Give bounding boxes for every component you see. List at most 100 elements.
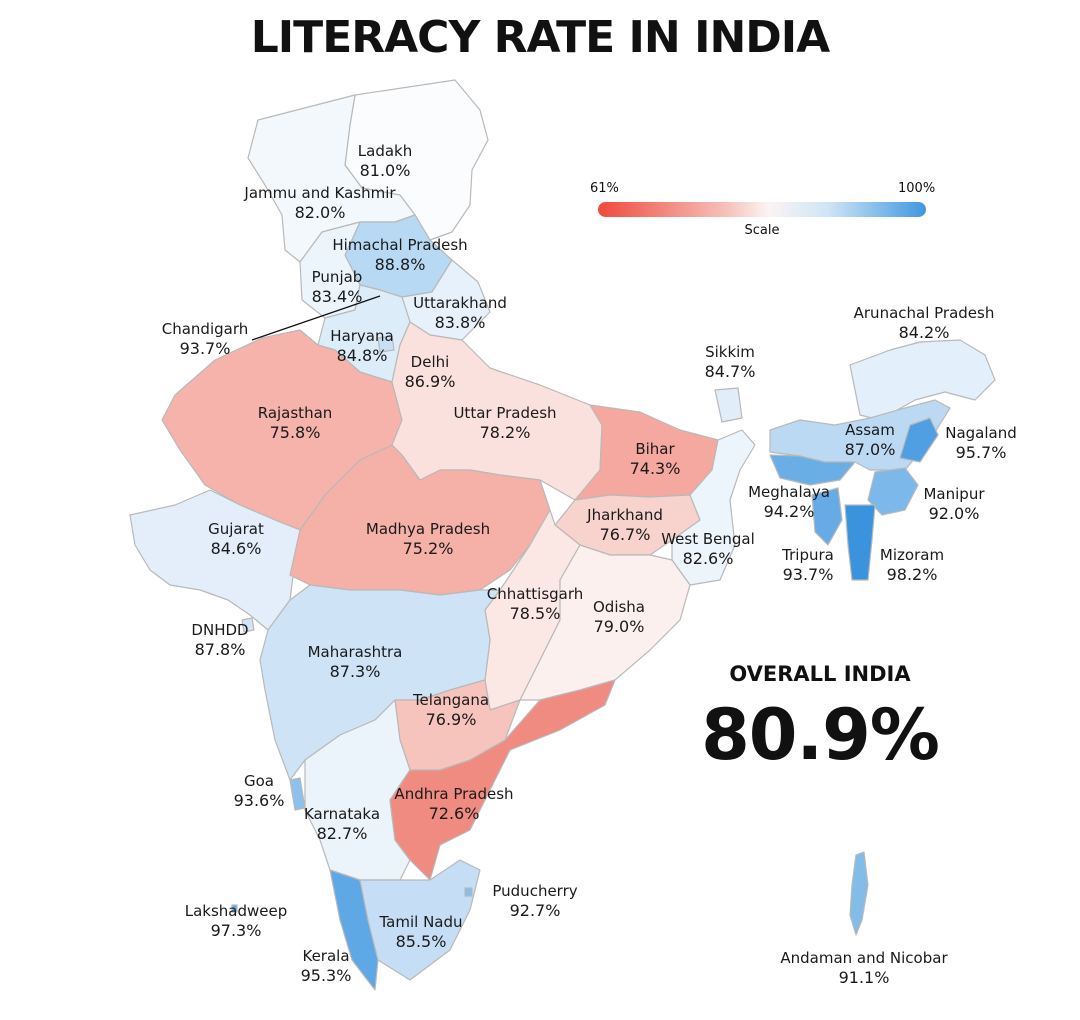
label-name: Uttarakhand — [413, 294, 507, 312]
label-name: Jharkhand — [587, 506, 663, 524]
label-nagaland: Nagaland 95.7% — [945, 424, 1017, 462]
region-tamil-nadu[interactable] — [359, 859, 481, 981]
label-value: 86.9% — [404, 372, 456, 391]
label-value: 92.7% — [509, 901, 561, 920]
region-andaman-nicobar[interactable] — [849, 851, 869, 936]
label-value: 85.5% — [395, 932, 447, 951]
label-value: 87.3% — [329, 662, 381, 681]
label-value: 84.7% — [704, 362, 756, 381]
label-telangana: Telangana 76.9% — [413, 691, 489, 729]
label-name: Karnataka — [303, 805, 381, 823]
label-value: 76.9% — [425, 710, 477, 729]
label-name: Andhra Pradesh — [394, 785, 514, 803]
label-rajasthan: Rajasthan 75.8% — [258, 404, 333, 442]
region-odisha[interactable] — [519, 544, 691, 701]
label-name: Himachal Pradesh — [332, 236, 468, 254]
label-name: Gujarat — [208, 520, 264, 538]
label-value: 98.2% — [886, 565, 938, 584]
region-sikkim[interactable] — [714, 387, 743, 423]
label-meghalaya: Meghalaya 94.2% — [748, 483, 830, 521]
label-name: Rajasthan — [257, 404, 333, 422]
overall-india-label: OVERALL INDIA — [729, 662, 911, 686]
label-name: DNHDD — [191, 621, 249, 639]
label-goa: Goa 93.6% — [234, 772, 285, 810]
label-name: Tamil Nadu — [379, 913, 463, 931]
region-nagaland[interactable] — [899, 417, 939, 463]
region-mizoram[interactable] — [844, 504, 876, 581]
chandigarh-leader-line — [251, 295, 381, 341]
label-arunachal-pradesh: Arunachal Pradesh 84.2% — [854, 304, 995, 342]
label-name: Meghalaya — [748, 483, 830, 501]
label-name: Madhya Pradesh — [365, 520, 491, 538]
label-value: 78.2% — [479, 423, 531, 442]
label-value: 95.7% — [955, 443, 1007, 462]
label-value: 75.8% — [269, 423, 321, 442]
label-value: 82.7% — [316, 824, 368, 843]
label-value: 82.0% — [294, 203, 346, 222]
label-value: 87.0% — [844, 440, 896, 459]
label-dnhdd: DNHDD 87.8% — [191, 621, 248, 659]
region-dnhdd[interactable] — [241, 617, 255, 633]
region-manipur[interactable] — [867, 467, 919, 516]
label-kerala: Kerala 95.3% — [301, 947, 352, 985]
label-delhi: Delhi 86.9% — [405, 353, 456, 391]
label-value: 84.6% — [210, 539, 262, 558]
label-value: 94.2% — [763, 502, 815, 521]
region-tripura[interactable] — [811, 487, 843, 546]
region-lakshadweep[interactable] — [231, 904, 238, 913]
label-name: Lakshadweep — [184, 902, 288, 920]
label-name: Puducherry — [492, 882, 578, 900]
label-name: Goa — [243, 772, 274, 790]
label-name: Telangana — [412, 691, 490, 709]
label-haryana: Haryana 84.8% — [330, 327, 393, 365]
region-west-bengal[interactable] — [671, 429, 756, 586]
label-punjab: Punjab 83.4% — [312, 268, 363, 306]
scale-bar — [598, 202, 926, 217]
label-value: 83.8% — [434, 313, 486, 332]
label-name: Bihar — [635, 440, 675, 458]
label-value: 93.7% — [782, 565, 834, 584]
label-tamil-nadu: Tamil Nadu 85.5% — [379, 913, 462, 951]
label-manipur: Manipur 92.0% — [923, 485, 984, 523]
label-jharkhand: Jharkhand 76.7% — [587, 506, 663, 544]
label-uttar-pradesh: Uttar Pradesh 78.2% — [453, 404, 556, 442]
label-himachal-pradesh: Himachal Pradesh 88.8% — [332, 236, 467, 274]
label-ladakh: Ladakh 81.0% — [358, 142, 412, 180]
label-andhra-pradesh: Andhra Pradesh 72.6% — [394, 785, 513, 823]
region-delhi[interactable] — [377, 335, 395, 353]
label-name: West Bengal — [661, 530, 755, 548]
label-odisha: Odisha 79.0% — [593, 598, 645, 636]
label-name: Tripura — [782, 546, 834, 564]
label-lakshadweep: Lakshadweep 97.3% — [185, 902, 288, 940]
label-name: Nagaland — [945, 424, 1017, 442]
label-name: Maharashtra — [307, 643, 403, 661]
label-value: 83.4% — [311, 287, 363, 306]
label-maharashtra: Maharashtra 87.3% — [308, 643, 403, 681]
label-value: 76.7% — [599, 525, 651, 544]
label-name: Odisha — [592, 598, 646, 616]
label-value: 78.5% — [509, 604, 561, 623]
label-value: 91.1% — [838, 968, 890, 987]
region-andhra-pradesh[interactable] — [389, 679, 616, 881]
label-name: Punjab — [311, 268, 363, 286]
label-value: 92.0% — [928, 504, 980, 523]
region-puducherry[interactable] — [464, 887, 473, 897]
region-goa[interactable] — [289, 777, 306, 811]
label-bihar: Bihar 74.3% — [630, 440, 681, 478]
label-name: Haryana — [330, 327, 394, 345]
label-value: 88.8% — [374, 255, 426, 274]
region-meghalaya[interactable] — [769, 454, 856, 486]
label-value: 93.7% — [179, 339, 231, 358]
label-assam: Assam 87.0% — [845, 421, 896, 459]
label-name: Uttar Pradesh — [453, 404, 557, 422]
label-name: Sikkim — [705, 343, 755, 361]
label-value: 95.3% — [300, 966, 352, 985]
label-value: 84.8% — [336, 346, 388, 365]
label-value: 93.6% — [233, 791, 285, 810]
label-andaman-nicobar: Andaman and Nicobar 91.1% — [780, 949, 947, 987]
label-puducherry: Puducherry 92.7% — [492, 882, 577, 920]
label-value: 97.3% — [210, 921, 262, 940]
overall-india-value: 80.9% — [701, 694, 940, 776]
label-name: Jammu and Kashmir — [244, 184, 396, 202]
